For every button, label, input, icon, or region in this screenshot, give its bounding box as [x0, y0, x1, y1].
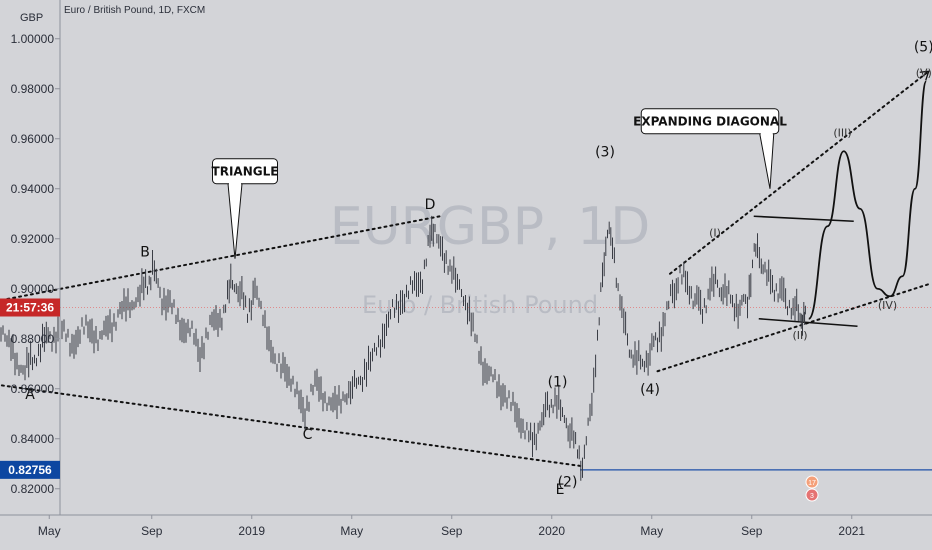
channel-line — [758, 317, 858, 328]
callouts-layer: TRIANGLE EXPANDING DIAGONAL — [212, 108, 787, 259]
channel-line — [753, 215, 854, 223]
time-tag-text: 21:57:36 — [6, 301, 54, 315]
watermark-name: Euro / British Pound — [362, 291, 598, 319]
x-tick-label: May — [340, 524, 363, 538]
y-tick-label: 0.88000 — [11, 332, 55, 346]
trendline — [0, 384, 584, 468]
event-dot-bottom[interactable] — [805, 488, 819, 502]
wave-label: (4) — [640, 382, 660, 398]
watermark: EURGBP, 1D Euro / British Pound — [330, 197, 651, 319]
wave-label: A — [25, 387, 35, 403]
x-tick-label: Sep — [141, 524, 163, 538]
wave-label: (2) — [558, 474, 578, 490]
price-tags-layer: 21:57:36 0.82756 — [0, 298, 60, 479]
trendlines-layer — [0, 70, 932, 471]
wave-labels-layer: A B C D E (1) (2) (3) (4) (5) (I) (II) (III) (IV) (V) — [25, 39, 932, 498]
y-tick-label: 0.94000 — [11, 182, 55, 196]
x-tick-label: 2019 — [238, 524, 265, 538]
y-tick-label: 0.82000 — [11, 482, 55, 496]
y-tick-label: 0.86000 — [11, 382, 55, 396]
trendline — [656, 282, 931, 373]
callout-frame — [640, 108, 780, 135]
wave-label: B — [140, 244, 150, 260]
y-tick-label: 0.84000 — [11, 432, 55, 446]
wave-label: (II) — [792, 329, 807, 342]
callout-pointer — [759, 133, 775, 189]
watermark-ticker: EURGBP, 1D — [330, 197, 651, 257]
wave-label: D — [425, 197, 436, 213]
wave-label: (3) — [595, 144, 615, 160]
price-bars — [0, 215, 806, 481]
callout-text: TRIANGLE — [212, 164, 279, 178]
axes-layer: Euro / British Pound, 1D, FXCM GBP 0.820… — [0, 0, 932, 538]
event-count-top: 17 — [808, 480, 816, 487]
x-tick-label: Sep — [441, 524, 463, 538]
wave-label: (I) — [709, 226, 721, 239]
x-tick-label: 2020 — [538, 524, 565, 538]
y-tick-label: 1.00000 — [11, 32, 55, 46]
wave-label: (III) — [833, 126, 851, 139]
event-count-bottom: 3 — [810, 493, 814, 500]
callout-text: EXPANDING DIAGONAL — [633, 114, 787, 128]
y-tick-label: 0.96000 — [11, 132, 55, 146]
trendline-arrowhead — [919, 70, 930, 81]
symbol-title: Euro / British Pound, 1D, FXCM — [64, 5, 205, 16]
wave-label: (IV) — [878, 299, 897, 312]
x-tick-label: 2021 — [838, 524, 865, 538]
callout-box: EXPANDING DIAGONAL — [633, 108, 787, 189]
wave-label: (1) — [548, 374, 568, 390]
wave-label: (V) — [916, 66, 932, 79]
level-tag-text: 0.82756 — [8, 463, 52, 477]
price-layer — [0, 80, 928, 481]
trendline — [669, 70, 930, 275]
y-tick-label: 0.98000 — [11, 82, 55, 96]
level-price-tag: 0.82756 — [0, 460, 60, 479]
callout-box: TRIANGLE — [212, 158, 279, 259]
level-tag-bg — [0, 460, 60, 479]
wave-label: E — [556, 482, 565, 498]
trendline — [0, 215, 441, 302]
y-tick-label: 0.90000 — [11, 282, 55, 296]
callout-frame — [212, 158, 278, 185]
events-badge[interactable]: 17 3 — [805, 475, 819, 502]
time-price-tag: 21:57:36 — [0, 298, 60, 317]
currency-label: GBP — [20, 12, 43, 24]
x-tick-label: Sep — [741, 524, 763, 538]
event-dot-top[interactable] — [805, 475, 819, 489]
x-tick-label: May — [640, 524, 663, 538]
x-tick-label: May — [38, 524, 61, 538]
time-tag-bg — [0, 298, 60, 317]
wave-label: C — [303, 427, 313, 443]
y-tick-label: 0.92000 — [11, 232, 55, 246]
projection-curve — [807, 80, 928, 320]
wave-label: (5) — [914, 39, 932, 55]
callout-pointer — [227, 183, 243, 259]
